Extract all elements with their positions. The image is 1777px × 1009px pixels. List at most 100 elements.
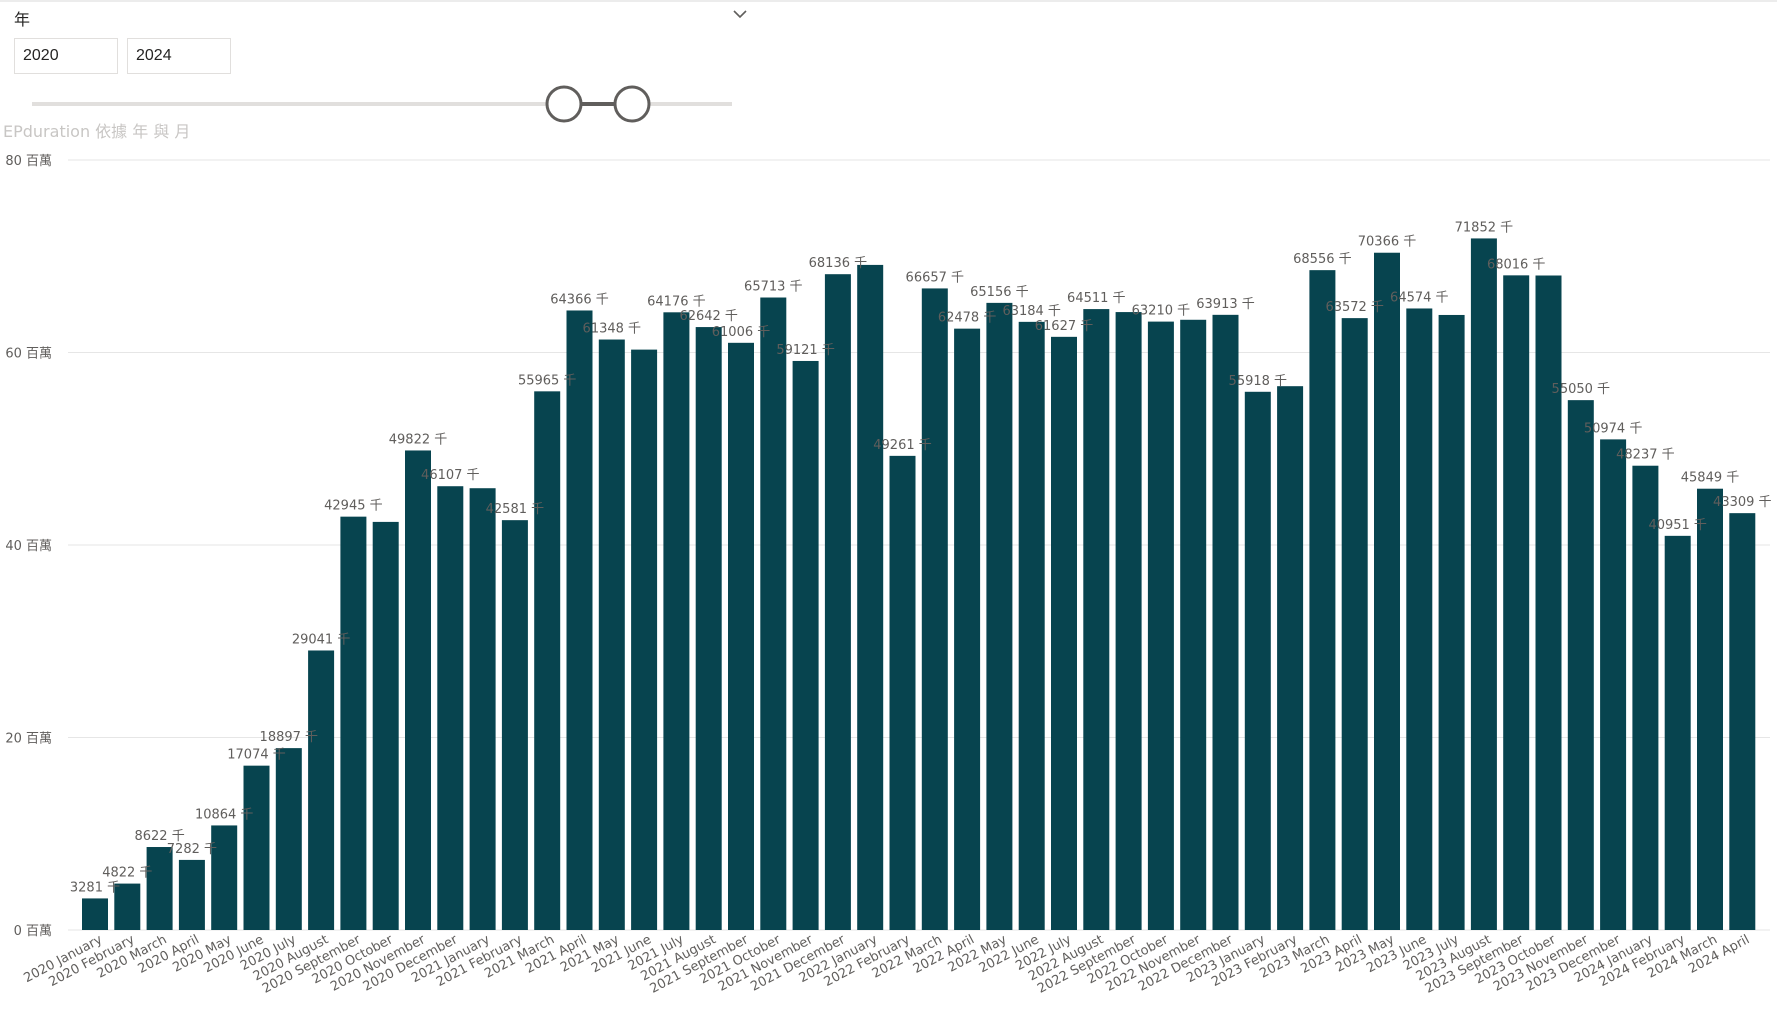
data-label: 65713 千: [744, 280, 803, 295]
range-end-input[interactable]: 2024: [127, 38, 231, 74]
data-label: 55965 千: [518, 373, 577, 388]
data-label: 68556 千: [1293, 252, 1352, 267]
bar: [986, 302, 1013, 930]
bar: [1309, 270, 1336, 930]
bar: [1277, 386, 1304, 930]
bar: [760, 297, 787, 930]
data-label: 7282 千: [167, 842, 217, 857]
bar: [631, 349, 658, 930]
data-label: 64366 千: [550, 292, 609, 307]
y-tick-label: 60 百萬: [5, 347, 52, 362]
bar: [534, 391, 561, 930]
data-label: 29041 千: [292, 632, 351, 647]
bar: [243, 765, 270, 930]
bar: [1374, 252, 1400, 931]
data-label: 62478 千: [938, 311, 997, 326]
slicer-title: 年: [14, 10, 31, 29]
bar: [211, 825, 238, 930]
data-label: 42581 千: [486, 502, 545, 517]
bar: [437, 486, 464, 930]
bar: [1697, 488, 1723, 930]
data-label: 3281 千: [70, 880, 120, 895]
data-label: 64511 千: [1067, 291, 1126, 306]
data-label: 42945 千: [324, 499, 383, 514]
bar: [889, 455, 916, 930]
bar: [340, 516, 367, 930]
bar: [1244, 391, 1271, 930]
data-label: 68016 千: [1487, 257, 1546, 272]
slider-end-handle[interactable]: [613, 85, 651, 123]
range-start-input[interactable]: 2020: [14, 38, 118, 74]
data-label: 63572 千: [1325, 300, 1384, 315]
bar: [82, 898, 108, 930]
top-border: [0, 0, 1777, 2]
bar: [146, 847, 173, 930]
bar: [1180, 319, 1207, 930]
bar: [1083, 309, 1110, 930]
data-label: 61006 千: [712, 325, 771, 340]
data-label: 55918 千: [1229, 374, 1288, 389]
y-tick-label: 0 百萬: [14, 924, 52, 939]
data-label: 4822 千: [102, 866, 152, 881]
bar: [921, 288, 948, 930]
data-label: 55050 千: [1552, 382, 1611, 397]
data-label: 61627 千: [1035, 319, 1094, 334]
data-label: 45849 千: [1681, 471, 1740, 486]
chevron-down-icon[interactable]: [732, 8, 748, 20]
bar: [1632, 465, 1659, 930]
data-label: 68136 千: [809, 256, 868, 271]
bar: [308, 650, 335, 930]
bar: [1051, 336, 1077, 931]
bar: [1406, 308, 1433, 931]
data-label: 43309 千: [1713, 495, 1772, 510]
bar: [824, 274, 851, 930]
bar: [857, 264, 884, 931]
bar: [792, 360, 819, 930]
data-label: 48237 千: [1616, 448, 1675, 463]
year-range-slider[interactable]: [0, 80, 760, 130]
data-label: 64176 千: [647, 294, 706, 309]
bar: [1567, 400, 1594, 930]
data-label: 61348 千: [583, 322, 642, 337]
data-label: 59121 千: [776, 343, 835, 358]
bar: [598, 339, 625, 930]
data-label: 63210 千: [1132, 304, 1191, 319]
data-label: 65156 千: [970, 285, 1029, 300]
y-tick-label: 80 百萬: [5, 154, 52, 169]
slider-start-handle[interactable]: [545, 85, 583, 123]
bar: [1018, 321, 1045, 930]
bar: [1600, 439, 1627, 930]
bar: [728, 342, 754, 930]
data-label: 66657 千: [906, 270, 965, 285]
bar: [405, 450, 431, 930]
bar: [1503, 275, 1530, 930]
bar: [501, 520, 528, 930]
bar: [114, 883, 141, 930]
data-label: 63913 千: [1196, 297, 1255, 312]
bar: [695, 327, 722, 930]
bar: [954, 328, 981, 930]
bar: [1535, 275, 1562, 930]
bar: [275, 748, 302, 930]
bar: [469, 488, 496, 930]
bar: [178, 859, 205, 930]
bar: [1438, 314, 1465, 930]
data-label: 46107 千: [421, 468, 480, 483]
data-label: 49261 千: [873, 438, 932, 453]
bar: [1729, 513, 1756, 930]
data-label: 10864 千: [195, 807, 254, 822]
bar: [663, 312, 690, 930]
data-label: 18897 千: [260, 730, 319, 745]
bar: [372, 521, 399, 930]
bar: [566, 310, 593, 930]
y-tick-label: 20 百萬: [5, 732, 52, 747]
bar: [1147, 321, 1174, 930]
bar: [1664, 535, 1691, 930]
data-label: 63184 千: [1002, 304, 1061, 319]
bar: [1470, 238, 1497, 930]
data-label: 8622 千: [134, 829, 184, 844]
bar: [1212, 314, 1239, 930]
chart-title: EPduration 依據 年 與 月: [3, 122, 191, 141]
data-label: 17074 千: [227, 748, 286, 763]
